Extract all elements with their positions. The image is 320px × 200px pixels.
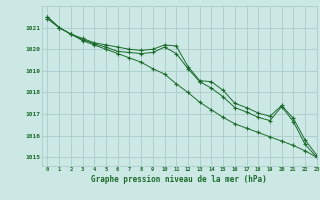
X-axis label: Graphe pression niveau de la mer (hPa): Graphe pression niveau de la mer (hPa): [91, 175, 267, 184]
